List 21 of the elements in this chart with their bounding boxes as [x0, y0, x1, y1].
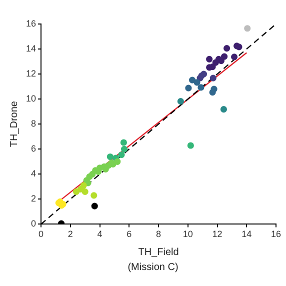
y-tick-label: 6: [30, 144, 36, 154]
y-tick-label: 10: [26, 94, 36, 104]
x-tick-label: 8: [156, 229, 162, 240]
x-tick-label: 2: [68, 229, 73, 240]
y-tick-label: 2: [30, 194, 36, 204]
x-axis-title: TH_Field: [138, 246, 179, 258]
y-tick-label: 4: [30, 168, 36, 179]
x-tick-label: 16: [270, 229, 282, 240]
x-tick-label: 0: [38, 229, 44, 240]
x-tick-label: 10: [182, 229, 193, 240]
y-axis-title: TH_Drone: [8, 100, 20, 148]
y-tick-label: 12: [26, 68, 36, 79]
text: (Mission C): [126, 262, 180, 273]
x-tick-label: 12: [212, 229, 222, 240]
y-tick-label: 16: [26, 18, 36, 28]
x-tick-label: 4: [97, 229, 102, 240]
y-tick-label: 0: [30, 218, 36, 229]
y-tick-label: 14: [26, 44, 36, 54]
x-tick-label: 6: [126, 229, 132, 240]
y-tick-label: 8: [30, 118, 36, 129]
x-tick-label: 14: [242, 229, 252, 240]
